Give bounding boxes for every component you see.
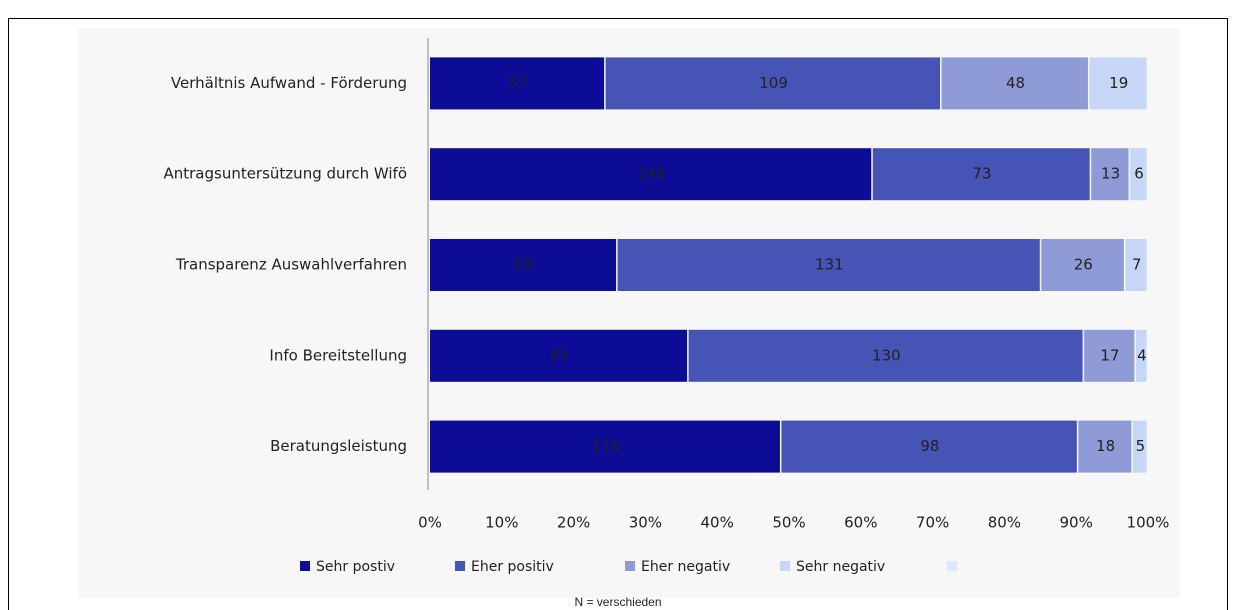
bar	[430, 239, 617, 291]
legend-label: Eher negativ	[641, 559, 730, 575]
bar-label: 6	[1134, 165, 1144, 183]
bar-label: 131	[815, 256, 844, 274]
bar	[1078, 420, 1132, 473]
bar-label: 17	[1100, 346, 1119, 364]
bar-label: 116	[591, 437, 620, 455]
bar	[688, 329, 1083, 382]
bar	[872, 148, 1090, 201]
y-tick-label: Antragsuntersützung durch Wifö	[163, 165, 407, 183]
bar	[1125, 239, 1147, 291]
bar-label: 19	[1109, 74, 1128, 92]
legend-label: Sehr postiv	[316, 559, 395, 575]
x-tick-label: 0%	[418, 514, 442, 532]
bar-label: 48	[1006, 74, 1025, 92]
bar-label: 85	[550, 346, 569, 364]
x-tick-label: 40%	[701, 514, 734, 532]
y-tick-label: Transparenz Auswahlverfahren	[175, 256, 407, 274]
bar-label: 5	[1136, 437, 1146, 455]
bar-label: 98	[920, 437, 939, 455]
bar-label: 13	[1101, 165, 1120, 183]
x-tick-label: 20%	[557, 514, 590, 532]
bar	[941, 57, 1088, 110]
note: N = verschieden	[574, 595, 661, 609]
x-tick-label: 70%	[916, 514, 949, 532]
legend-swatch	[780, 561, 790, 571]
bar	[1130, 148, 1147, 201]
plot-background	[78, 28, 1180, 598]
bar	[1132, 420, 1147, 473]
bar	[605, 57, 941, 110]
x-tick-label: 100%	[1127, 514, 1170, 532]
legend-label: Eher positiv	[471, 559, 554, 575]
bar	[430, 57, 605, 110]
legend-swatch	[300, 561, 310, 571]
legend-swatch-extra	[947, 561, 957, 571]
x-tick-label: 80%	[988, 514, 1021, 532]
x-tick-label: 10%	[485, 514, 518, 532]
bar	[1135, 329, 1147, 382]
bar	[430, 420, 780, 473]
y-tick-label: Info Bereitstellung	[269, 346, 407, 364]
y-tick-label: Verhältnis Aufwand - Förderung	[171, 74, 407, 92]
bar	[1084, 329, 1135, 382]
legend-swatch	[455, 561, 465, 571]
bar	[430, 148, 872, 201]
x-tick-label: 90%	[1060, 514, 1093, 532]
bar-label: 7	[1132, 256, 1142, 274]
bar-label: 57	[508, 74, 527, 92]
bar-label: 109	[759, 74, 788, 92]
bar	[1041, 239, 1124, 291]
bar	[1091, 148, 1129, 201]
x-tick-label: 50%	[772, 514, 805, 532]
bar-label: 130	[872, 346, 901, 364]
bar-label: 4	[1137, 346, 1147, 364]
bar	[430, 329, 688, 382]
bar	[781, 420, 1077, 473]
legend-label: Sehr negativ	[796, 559, 885, 575]
bar-label: 18	[1096, 437, 1115, 455]
x-tick-label: 60%	[844, 514, 877, 532]
bar	[1089, 57, 1147, 110]
bar-label: 58	[514, 256, 533, 274]
bar	[617, 239, 1040, 291]
x-tick-label: 30%	[629, 514, 662, 532]
y-tick-label: Beratungsleistung	[270, 437, 407, 455]
bar-label: 26	[1074, 256, 1093, 274]
bar-label: 148	[637, 165, 666, 183]
bar-label: 73	[972, 165, 991, 183]
legend-swatch	[625, 561, 635, 571]
